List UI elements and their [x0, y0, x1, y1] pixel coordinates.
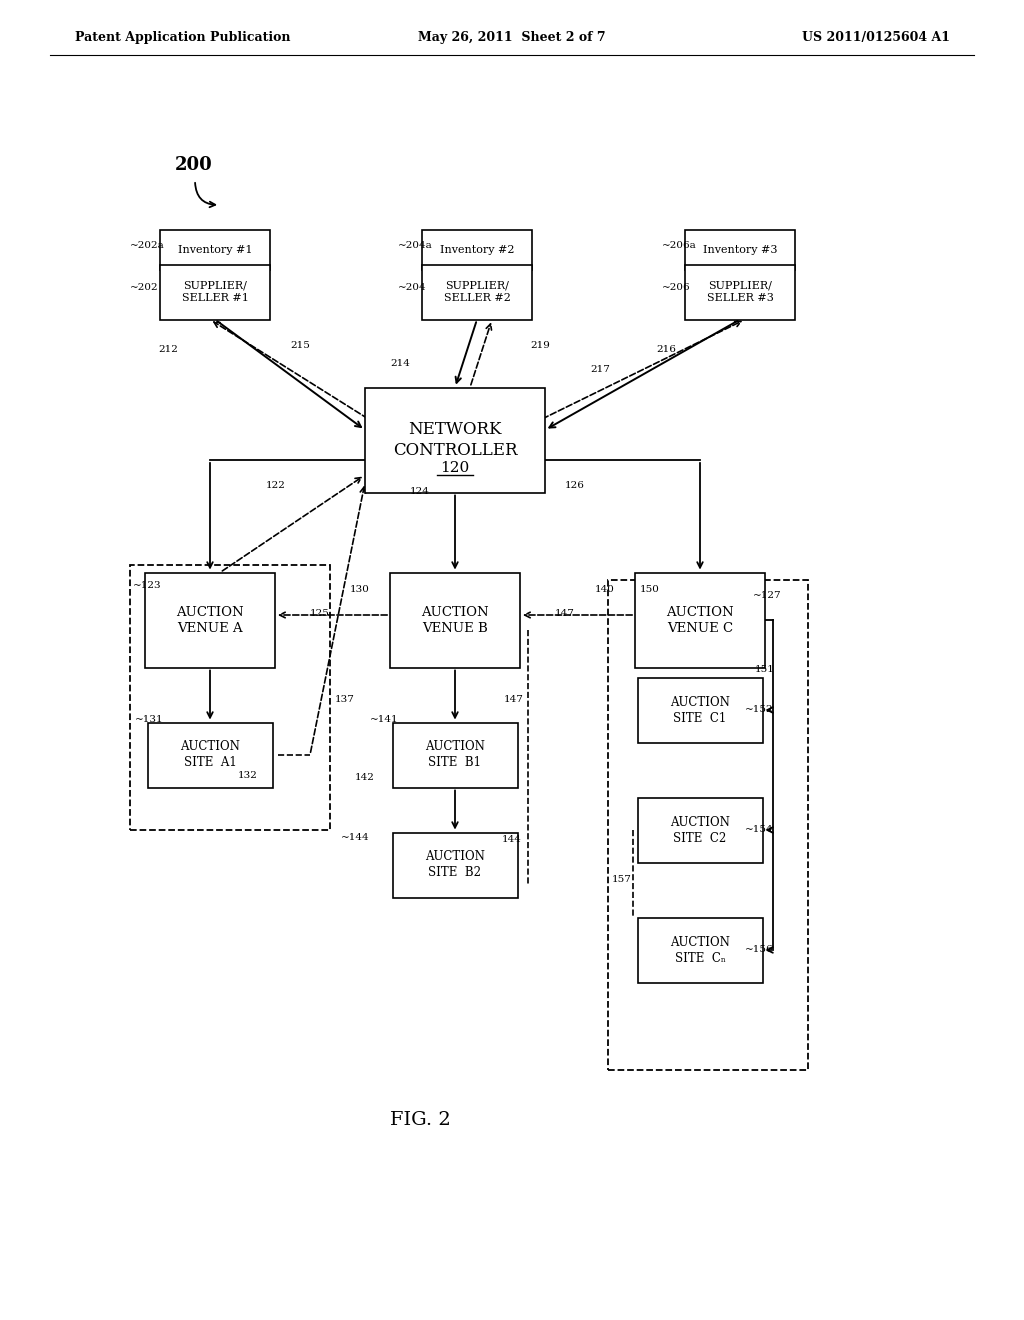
Text: ~156: ~156	[745, 945, 773, 954]
Bar	[160, 230, 270, 271]
Text: ~152: ~152	[745, 705, 773, 714]
Text: May 26, 2011  Sheet 2 of 7: May 26, 2011 Sheet 2 of 7	[418, 30, 606, 44]
Text: Inventory #2: Inventory #2	[439, 246, 514, 255]
Text: 142: 142	[355, 772, 375, 781]
Bar	[685, 264, 795, 319]
Text: SUPPLIER/
SELLER #3: SUPPLIER/ SELLER #3	[707, 281, 773, 304]
Bar	[638, 677, 763, 742]
Text: 214: 214	[390, 359, 410, 368]
Text: ~144: ~144	[341, 833, 370, 842]
Text: SUPPLIER/
SELLER #1: SUPPLIER/ SELLER #1	[181, 281, 249, 304]
Bar	[608, 579, 808, 1071]
Text: ~202a: ~202a	[130, 240, 165, 249]
Text: NETWORK
CONTROLLER: NETWORK CONTROLLER	[393, 421, 517, 459]
Text: 150: 150	[640, 586, 659, 594]
Text: 147: 147	[504, 696, 524, 705]
Text: 140: 140	[595, 586, 614, 594]
Text: 120: 120	[440, 461, 470, 475]
Text: 215: 215	[290, 341, 310, 350]
Bar	[130, 565, 330, 830]
Text: ~154: ~154	[745, 825, 773, 834]
Text: AUCTION
VENUE C: AUCTION VENUE C	[667, 606, 734, 635]
Text: AUCTION
VENUE B: AUCTION VENUE B	[421, 606, 488, 635]
Bar	[147, 722, 272, 788]
Bar	[390, 573, 520, 668]
Bar	[638, 917, 763, 982]
Text: AUCTION
SITE  Cₙ: AUCTION SITE Cₙ	[670, 936, 730, 965]
Text: ~127: ~127	[753, 590, 781, 599]
Text: AUCTION
SITE  B1: AUCTION SITE B1	[425, 741, 485, 770]
Text: AUCTION
SITE  C2: AUCTION SITE C2	[670, 816, 730, 845]
Bar	[638, 797, 763, 862]
Text: 151: 151	[755, 665, 775, 675]
Text: SUPPLIER/
SELLER #2: SUPPLIER/ SELLER #2	[443, 281, 510, 304]
Text: 200: 200	[175, 156, 213, 174]
Text: AUCTION
VENUE A: AUCTION VENUE A	[176, 606, 244, 635]
Text: ~202: ~202	[130, 282, 159, 292]
Bar	[392, 833, 517, 898]
Text: 126: 126	[565, 480, 585, 490]
Text: Inventory #3: Inventory #3	[702, 246, 777, 255]
Bar	[422, 230, 532, 271]
Text: 125: 125	[310, 609, 330, 618]
Text: 122: 122	[266, 480, 286, 490]
Text: ~206: ~206	[662, 282, 690, 292]
Text: AUCTION
SITE  A1: AUCTION SITE A1	[180, 741, 240, 770]
Text: ~206a: ~206a	[662, 240, 696, 249]
Text: 147: 147	[555, 609, 574, 618]
Bar	[685, 230, 795, 271]
Text: 212: 212	[158, 346, 178, 355]
Text: AUCTION
SITE  C1: AUCTION SITE C1	[670, 696, 730, 725]
Bar	[392, 722, 517, 788]
Text: ~131: ~131	[135, 715, 164, 725]
Bar	[160, 264, 270, 319]
Bar	[635, 573, 765, 668]
Text: 216: 216	[656, 346, 676, 355]
Text: 137: 137	[335, 696, 355, 705]
Text: 217: 217	[590, 366, 610, 375]
Text: ~141: ~141	[370, 715, 398, 725]
Text: Inventory #1: Inventory #1	[178, 246, 252, 255]
Text: Patent Application Publication: Patent Application Publication	[75, 30, 291, 44]
Bar	[145, 573, 275, 668]
Text: 144: 144	[502, 836, 522, 845]
Text: 130: 130	[350, 586, 370, 594]
Bar	[422, 264, 532, 319]
Text: ~123: ~123	[133, 581, 162, 590]
Text: 132: 132	[238, 771, 258, 780]
Text: US 2011/0125604 A1: US 2011/0125604 A1	[802, 30, 950, 44]
Text: ~204: ~204	[398, 282, 427, 292]
Text: ~204a: ~204a	[398, 240, 433, 249]
Text: 124: 124	[410, 487, 430, 496]
Bar	[365, 388, 545, 492]
Text: AUCTION
SITE  B2: AUCTION SITE B2	[425, 850, 485, 879]
Text: 157: 157	[612, 875, 632, 884]
Text: 219: 219	[530, 341, 550, 350]
Text: FIG. 2: FIG. 2	[389, 1111, 451, 1129]
